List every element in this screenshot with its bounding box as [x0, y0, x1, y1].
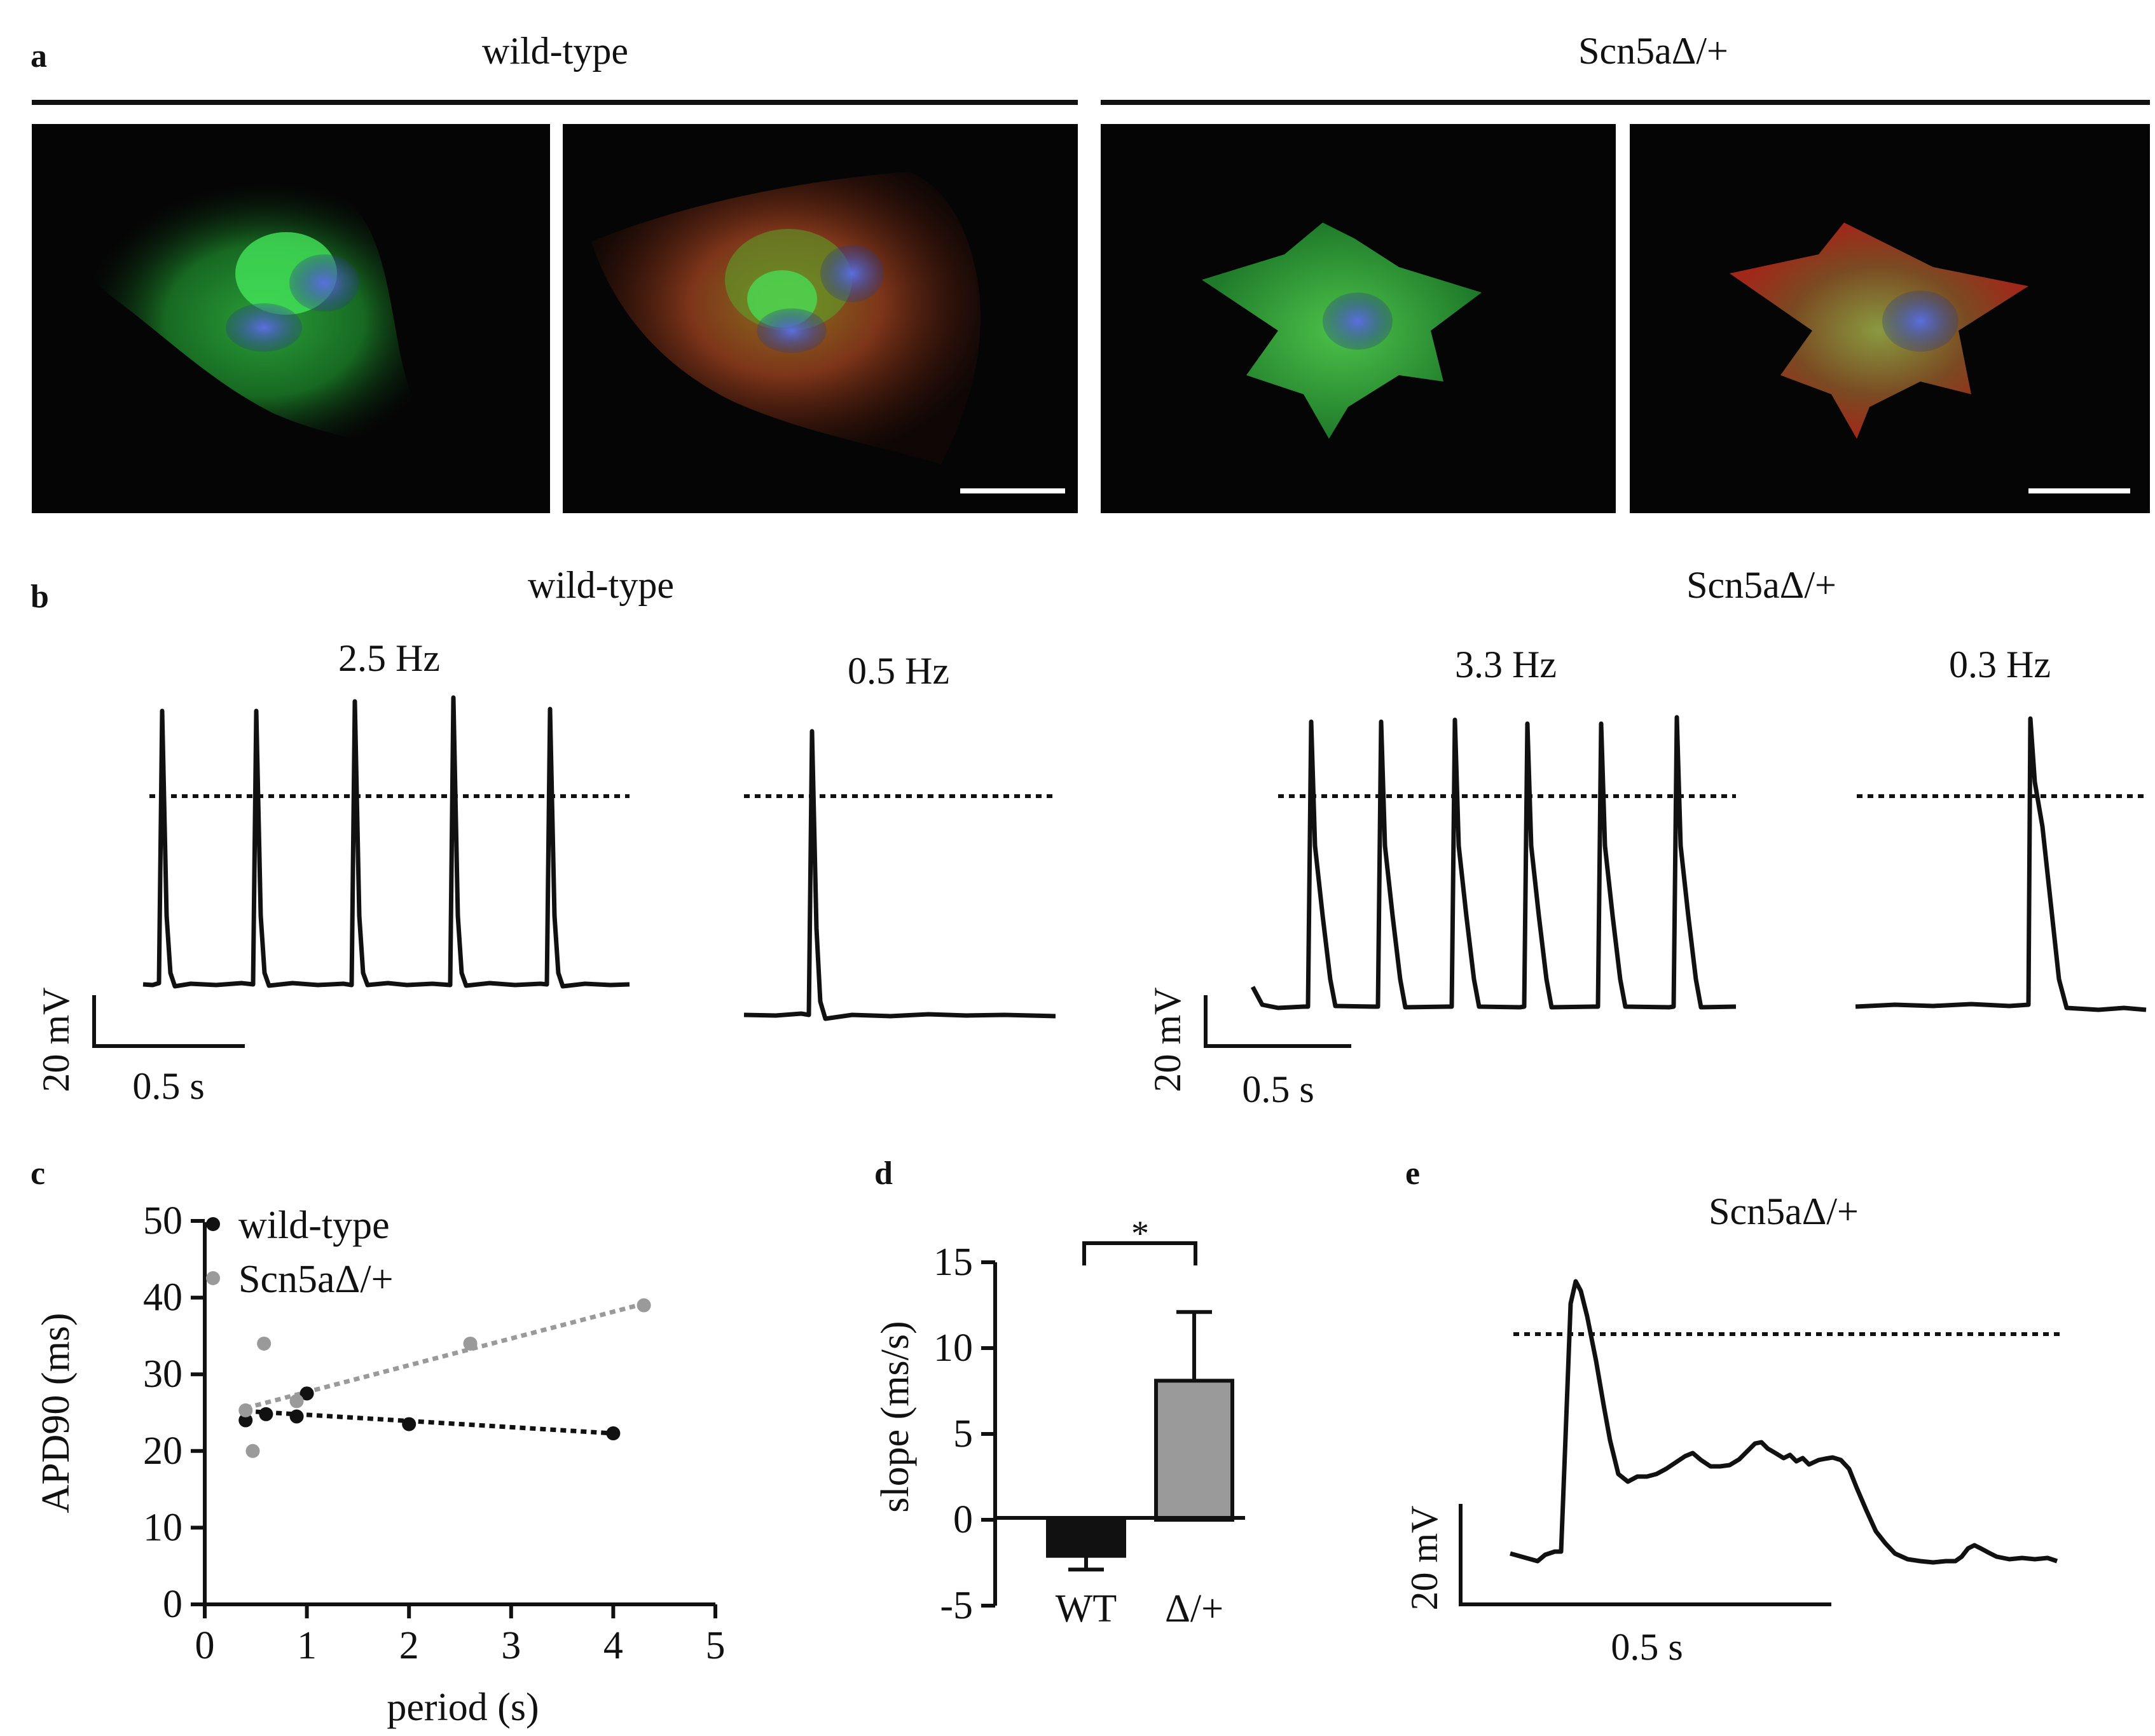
micrograph-mut-merge [1630, 124, 2150, 513]
bar-group [1046, 1310, 1234, 1572]
trend-line-series-0 [245, 1409, 614, 1436]
micrograph-mut-green [1101, 124, 1616, 513]
bar-1 [1154, 1379, 1234, 1522]
scatter-point-series-1 [245, 1443, 260, 1458]
c-xtick-label: 2 [399, 1624, 419, 1667]
c-xtick-label: 4 [603, 1624, 623, 1667]
c-ytick-label: 0 [163, 1583, 182, 1626]
c-xtick-label: 5 [706, 1624, 726, 1667]
scale-bar-mut [2028, 488, 2130, 493]
c-ytick-label: 20 [143, 1429, 182, 1473]
trace-label-0-5hz: 0.5 Hz [848, 650, 949, 692]
d-category-label: Δ/+ [1165, 1587, 1223, 1630]
axis-c-x-ticks: 0 1 2 3 4 5 [195, 1604, 726, 1667]
ap-trace-e [1510, 1279, 2058, 1565]
c-ytick-label: 40 [143, 1276, 182, 1319]
c-ytick-label: 50 [143, 1199, 182, 1243]
scatter-points [238, 1298, 651, 1458]
axis-d-ylabel: slope (ms/s) [874, 1321, 917, 1512]
panel-b-label: b [31, 579, 49, 615]
d-ytick-label: 15 [933, 1241, 973, 1284]
c-xtick-label: 3 [501, 1624, 521, 1667]
panel-b: b wild-type Scn5aΔ/+ 2.5 Hz 0.5 Hz 3.3 H… [31, 564, 2147, 1110]
scatter-trend-lines [245, 1301, 645, 1436]
panel-a-group-left: wild-type [482, 30, 628, 72]
panel-a-group-left-line [32, 100, 1078, 105]
significance-star: * [1131, 1214, 1149, 1253]
axis-c-ylabel: APD90 (ms) [34, 1312, 78, 1513]
ap-trace-wt-2-5hz [142, 695, 630, 989]
panel-a-label: a [31, 38, 47, 74]
panel-c-label: c [31, 1155, 45, 1192]
scalebar-wt-voltage: 20 mV [35, 988, 77, 1092]
legend-c-label-mut: Scn5aΔ/+ [238, 1258, 394, 1301]
axis-c-xlabel: period (s) [387, 1686, 539, 1729]
legend-c-marker-mut [206, 1271, 220, 1285]
panel-b-group-right: Scn5aΔ/+ [1686, 564, 1836, 606]
d-category-label: WT [1056, 1587, 1117, 1630]
scatter-point-series-0 [299, 1386, 314, 1401]
panel-e-label: e [1405, 1155, 1420, 1192]
d-ytick-label: -5 [940, 1584, 973, 1627]
scatter-point-series-1 [463, 1336, 478, 1351]
panel-e: e Scn5aΔ/+ 20 mV 0.5 s [1403, 1155, 2060, 1668]
legend-c: wild-type Scn5aΔ/+ [206, 1204, 394, 1301]
scatter-point-series-0 [402, 1417, 417, 1431]
axis-c-y-ticks: 0 10 20 30 40 50 [143, 1199, 205, 1626]
panel-a-group-right-line [1101, 100, 2150, 105]
scalebar-mut-time: 0.5 s [1242, 1068, 1314, 1110]
c-ytick-label: 30 [143, 1353, 182, 1396]
d-ytick-label: 10 [933, 1326, 973, 1370]
trace-label-2-5hz: 2.5 Hz [338, 637, 440, 679]
panel-d-label: d [874, 1155, 893, 1192]
scalebar-e [1459, 1504, 1831, 1606]
c-xtick-label: 0 [195, 1624, 215, 1667]
scatter-point-series-1 [238, 1403, 253, 1417]
scatter-point-series-1 [637, 1298, 651, 1312]
scale-bar-wt [960, 488, 1065, 493]
micrograph-wt-merge [563, 124, 1078, 513]
significance-bracket [1082, 1241, 1197, 1265]
panel-e-title: Scn5aΔ/+ [1709, 1190, 1859, 1232]
trace-label-3-3hz: 3.3 Hz [1455, 644, 1557, 685]
trend-line-series-1 [245, 1301, 645, 1410]
scatter-point-series-0 [238, 1413, 253, 1428]
d-ytick-label: 5 [953, 1412, 973, 1456]
scatter-point-series-1 [289, 1394, 304, 1409]
scalebar-mut-voltage: 20 mV [1146, 988, 1188, 1092]
legend-c-label-wt: wild-type [238, 1204, 390, 1247]
c-ytick-label: 10 [143, 1506, 182, 1549]
axis-d-y-ticks: -5 0 5 10 15 [933, 1241, 995, 1627]
scatter-point-series-1 [257, 1336, 272, 1351]
axis-d-categories: WT Δ/+ [1056, 1587, 1223, 1630]
scalebar-e-voltage: 20 mV [1403, 1506, 1445, 1611]
scatter-point-series-0 [289, 1409, 304, 1424]
scalebar-wt-time: 0.5 s [132, 1065, 204, 1107]
scalebar-wt [92, 995, 245, 1048]
ap-trace-mut-0-3hz [1855, 716, 2147, 1012]
micrograph-wt-green [32, 124, 550, 513]
panel-b-group-left: wild-type [528, 564, 674, 606]
panel-a: a wild-type Scn5aΔ/+ [31, 30, 2150, 513]
scatter-point-series-0 [259, 1407, 273, 1421]
scatter-point-series-0 [606, 1426, 621, 1441]
c-xtick-label: 1 [297, 1624, 317, 1667]
panel-a-group-right: Scn5aΔ/+ [1578, 30, 1728, 72]
scalebar-mut [1204, 995, 1351, 1048]
scalebar-e-time: 0.5 s [1611, 1626, 1683, 1668]
trace-label-0-3hz: 0.3 Hz [1949, 644, 2051, 685]
panel-d: d -5 0 5 10 15 slope (ms/s) WT Δ/+ * [874, 1155, 1245, 1630]
panel-c: c 0 10 20 30 40 50 0 1 2 3 4 5 period (s) APD90 (m… [31, 1155, 726, 1729]
bar-0 [1046, 1518, 1126, 1558]
legend-c-marker-wt [206, 1217, 220, 1231]
axes-c: 0 10 20 30 40 50 0 1 2 3 4 5 [143, 1199, 726, 1667]
ap-trace-mut-3-3hz [1250, 715, 1737, 1010]
ap-trace-wt-0-5hz [743, 729, 1056, 1021]
d-ytick-label: 0 [953, 1498, 973, 1541]
